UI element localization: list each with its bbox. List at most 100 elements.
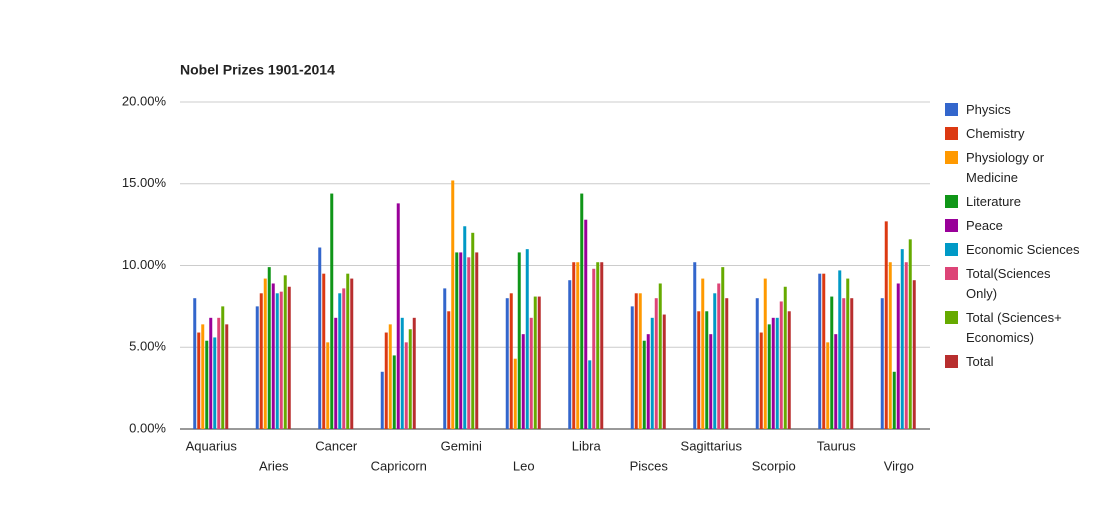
bar xyxy=(818,273,822,429)
bar xyxy=(225,324,229,429)
bar xyxy=(451,180,455,429)
bar xyxy=(568,280,572,429)
bar xyxy=(783,286,787,429)
legend-label: Literature xyxy=(966,194,1021,209)
legend-item: Physics xyxy=(945,100,1095,120)
bar xyxy=(576,262,580,429)
bar xyxy=(697,311,701,429)
legend-swatch xyxy=(945,267,958,280)
bar xyxy=(721,267,725,429)
y-tick-label: 5.00% xyxy=(129,339,166,354)
y-tick-label: 20.00% xyxy=(122,93,167,108)
x-tick-label: Sagittarius xyxy=(681,438,743,453)
x-tick-label: Virgo xyxy=(884,458,914,473)
legend-label: Total(Sciences Only) xyxy=(966,266,1051,301)
legend-label: Total xyxy=(966,354,994,369)
bar xyxy=(904,262,908,429)
bar xyxy=(388,324,392,429)
bar xyxy=(467,257,471,429)
bar xyxy=(463,226,467,429)
x-tick-label: Pisces xyxy=(630,458,669,473)
x-tick-label: Leo xyxy=(513,458,535,473)
bar xyxy=(572,262,576,429)
legend: Physics Chemistry Physiology or Medicine Li… xyxy=(945,100,1095,376)
bar xyxy=(517,252,521,429)
legend-swatch xyxy=(945,311,958,324)
legend-item: Physiology or Medicine xyxy=(945,148,1095,188)
bar xyxy=(267,267,271,429)
x-tick-label: Scorpio xyxy=(752,458,796,473)
bar xyxy=(709,334,713,429)
bar xyxy=(596,262,600,429)
bar xyxy=(338,293,342,429)
bar xyxy=(771,317,775,429)
bar xyxy=(693,262,697,429)
bar xyxy=(259,293,263,429)
legend-item: Literature xyxy=(945,192,1095,212)
bar xyxy=(822,273,826,429)
bar xyxy=(322,273,326,429)
bar xyxy=(275,293,279,429)
bar xyxy=(334,317,338,429)
bar xyxy=(217,317,221,429)
bar xyxy=(412,317,416,429)
bar xyxy=(287,286,291,429)
bar xyxy=(912,280,916,429)
x-tick-label: Taurus xyxy=(817,438,857,453)
bar xyxy=(826,342,830,429)
bar xyxy=(263,278,267,429)
y-tick-label: 15.00% xyxy=(122,175,167,190)
bar xyxy=(255,306,259,429)
x-tick-label: Gemini xyxy=(441,438,482,453)
bar xyxy=(509,293,513,429)
bar xyxy=(900,249,904,429)
legend-swatch xyxy=(945,195,958,208)
bar xyxy=(193,298,197,429)
bar xyxy=(600,262,604,429)
legend-label: Physics xyxy=(966,102,1011,117)
bar xyxy=(646,334,650,429)
bar xyxy=(775,317,779,429)
bar xyxy=(197,332,201,429)
bar xyxy=(717,283,721,429)
bar xyxy=(342,288,346,429)
bar xyxy=(592,268,596,429)
bar xyxy=(842,298,846,429)
bar xyxy=(896,283,900,429)
bar xyxy=(408,329,412,429)
y-tick-label: 10.00% xyxy=(122,257,167,272)
legend-swatch xyxy=(945,219,958,232)
bar xyxy=(443,288,447,429)
legend-item: Total (Sciences+ Economics) xyxy=(945,308,1095,348)
bar xyxy=(471,232,475,429)
bar xyxy=(525,249,529,429)
bar xyxy=(521,334,525,429)
bar xyxy=(880,298,884,429)
bar xyxy=(326,342,330,429)
bar xyxy=(318,247,322,429)
legend-label: Economic Sciences xyxy=(966,242,1080,257)
x-tick-label: Cancer xyxy=(315,438,358,453)
bar xyxy=(838,270,842,429)
bar xyxy=(513,358,517,429)
bar xyxy=(846,278,850,429)
bar xyxy=(384,332,388,429)
bar xyxy=(346,273,350,429)
bar xyxy=(850,298,854,429)
bar xyxy=(350,278,354,429)
bar xyxy=(638,293,642,429)
legend-swatch xyxy=(945,151,958,164)
bar xyxy=(634,293,638,429)
bar xyxy=(447,311,451,429)
bar xyxy=(537,296,541,429)
bar xyxy=(221,306,225,429)
legend-item: Economic Sciences xyxy=(945,240,1095,260)
bar xyxy=(588,360,592,429)
bar xyxy=(505,298,509,429)
bar xyxy=(533,296,537,429)
legend-label: Total (Sciences+ Economics) xyxy=(966,310,1062,345)
legend-swatch xyxy=(945,103,958,116)
bar xyxy=(642,340,646,429)
